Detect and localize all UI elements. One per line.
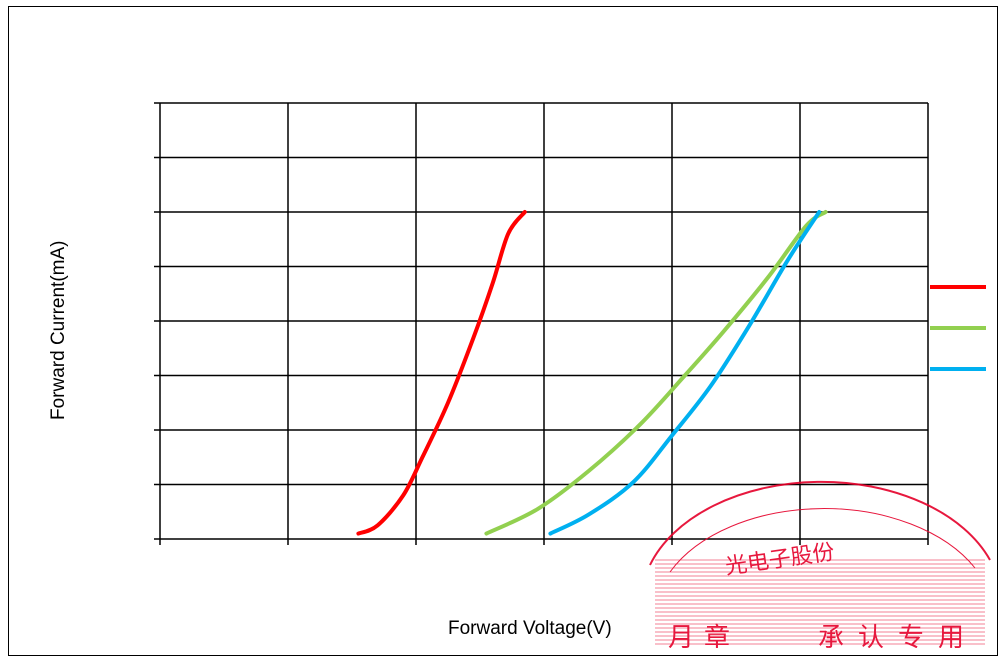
y-axis-title: Forward Current(mA) [48,241,69,420]
seal-texture [655,559,985,645]
x-axis-title: Forward Voltage(V) [448,618,612,639]
seal-fragment-text: 月章 [668,623,740,648]
series-line [356,210,527,536]
seal-ring-text: 光电子股份 [724,540,836,580]
series-layer [356,210,828,536]
grid [154,102,929,545]
series-line [548,210,822,536]
legend [930,285,986,371]
series-line [484,210,828,536]
seal-bottom-text: 承认专用 [818,623,978,648]
company-seal: 光电子股份 月章 承认专用 [649,480,991,648]
